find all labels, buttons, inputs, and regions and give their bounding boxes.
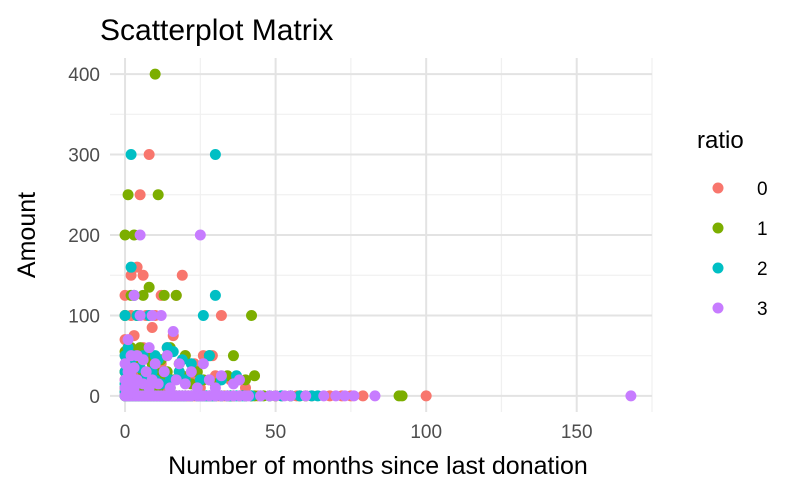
data-point-ratio-3 bbox=[122, 334, 134, 346]
data-point-ratio-3 bbox=[215, 370, 227, 382]
y-tick-label: 300 bbox=[68, 146, 100, 167]
legend-key-3 bbox=[712, 302, 724, 314]
data-point-ratio-3 bbox=[149, 358, 161, 370]
data-point-ratio-3 bbox=[167, 326, 179, 338]
legend-label-0: 0 bbox=[757, 179, 768, 200]
legend-label-2: 2 bbox=[757, 259, 768, 280]
data-point-ratio-1 bbox=[158, 289, 170, 301]
data-point-ratio-0 bbox=[125, 269, 137, 281]
y-axis-title: Amount bbox=[13, 192, 41, 278]
data-point-ratio-3 bbox=[158, 366, 170, 378]
data-point-ratio-3 bbox=[128, 362, 140, 374]
data-point-ratio-2 bbox=[197, 309, 209, 321]
data-point-ratio-1 bbox=[249, 370, 261, 382]
data-point-ratio-2 bbox=[185, 358, 197, 370]
data-point-ratio-1 bbox=[246, 309, 258, 321]
data-point-ratio-3 bbox=[155, 309, 167, 321]
data-point-ratio-3 bbox=[625, 390, 637, 402]
data-point-ratio-0 bbox=[215, 309, 227, 321]
data-point-ratio-0 bbox=[357, 390, 369, 402]
y-axis-ticks: 0 100 200 300 400 bbox=[68, 65, 100, 408]
data-point-ratio-2 bbox=[209, 149, 221, 161]
data-point-ratio-1 bbox=[149, 68, 161, 80]
data-point-ratio-3 bbox=[185, 366, 197, 378]
data-point-ratio-0 bbox=[134, 189, 146, 201]
legend-key-2 bbox=[712, 262, 724, 274]
data-point-ratio-3 bbox=[128, 289, 140, 301]
data-point-ratio-3 bbox=[170, 374, 182, 386]
x-tick-label: 50 bbox=[265, 422, 286, 443]
data-point-ratio-3 bbox=[348, 390, 360, 402]
data-point-ratio-3 bbox=[233, 374, 245, 386]
data-point-ratio-1 bbox=[137, 289, 149, 301]
data-point-ratio-2 bbox=[209, 289, 221, 301]
data-point-ratio-1 bbox=[227, 350, 239, 362]
data-point-ratio-3 bbox=[318, 390, 330, 402]
x-axis-title: Number of months since last donation bbox=[168, 452, 588, 480]
x-tick-label: 0 bbox=[120, 422, 131, 443]
data-point-ratio-3 bbox=[330, 390, 342, 402]
data-point-ratio-0 bbox=[146, 322, 158, 334]
legend-label-1: 1 bbox=[757, 219, 768, 240]
data-point-ratio-2 bbox=[119, 309, 131, 321]
data-point-ratio-0 bbox=[137, 269, 149, 281]
data-point-ratio-3 bbox=[137, 354, 149, 366]
y-tick-label: 100 bbox=[68, 306, 100, 327]
data-point-ratio-3 bbox=[161, 350, 173, 362]
data-point-ratio-3 bbox=[369, 390, 381, 402]
data-point-ratio-3 bbox=[152, 378, 164, 390]
data-point-ratio-1 bbox=[396, 390, 408, 402]
data-point-ratio-3 bbox=[173, 358, 185, 370]
data-point-ratio-3 bbox=[270, 390, 282, 402]
data-point-ratio-1 bbox=[170, 289, 182, 301]
data-point-ratio-3 bbox=[197, 358, 209, 370]
chart-title: Scatterplot Matrix bbox=[100, 14, 333, 47]
data-point-ratio-3 bbox=[339, 390, 351, 402]
data-point-ratio-0 bbox=[176, 269, 188, 281]
data-point-ratio-3 bbox=[300, 390, 312, 402]
data-point-ratio-3 bbox=[179, 378, 191, 390]
legend-key-1 bbox=[712, 222, 724, 234]
grid-lines bbox=[110, 58, 653, 412]
x-tick-label: 100 bbox=[410, 422, 442, 443]
data-point-ratio-3 bbox=[146, 309, 158, 321]
data-point-ratio-3 bbox=[143, 342, 155, 354]
x-axis-ticks: 0 50 100 150 bbox=[120, 422, 593, 443]
legend-key-0 bbox=[712, 182, 724, 194]
data-point-ratio-1 bbox=[122, 189, 134, 201]
data-point-ratio-3 bbox=[243, 390, 255, 402]
data-point-ratio-1 bbox=[119, 229, 131, 241]
data-points bbox=[119, 68, 637, 402]
legend-title: ratio bbox=[697, 127, 744, 154]
data-point-ratio-0 bbox=[143, 149, 155, 161]
data-point-ratio-1 bbox=[152, 189, 164, 201]
legend: ratio 0 1 2 3 bbox=[697, 127, 768, 320]
data-point-ratio-3 bbox=[134, 309, 146, 321]
data-point-ratio-3 bbox=[140, 366, 152, 378]
data-point-ratio-3 bbox=[203, 374, 215, 386]
data-point-ratio-3 bbox=[209, 382, 221, 394]
y-tick-label: 200 bbox=[68, 226, 100, 247]
legend-label-3: 3 bbox=[757, 299, 768, 320]
data-point-ratio-2 bbox=[125, 149, 137, 161]
data-point-ratio-2 bbox=[125, 261, 137, 273]
y-tick-label: 400 bbox=[68, 65, 100, 86]
data-point-ratio-2 bbox=[203, 350, 215, 362]
y-tick-label: 0 bbox=[89, 387, 100, 408]
data-point-ratio-1 bbox=[143, 281, 155, 293]
data-point-ratio-3 bbox=[134, 229, 146, 241]
data-point-ratio-3 bbox=[285, 390, 297, 402]
data-point-ratio-0 bbox=[420, 390, 432, 402]
x-tick-label: 150 bbox=[561, 422, 593, 443]
data-point-ratio-3 bbox=[194, 229, 206, 241]
data-point-ratio-3 bbox=[255, 390, 267, 402]
